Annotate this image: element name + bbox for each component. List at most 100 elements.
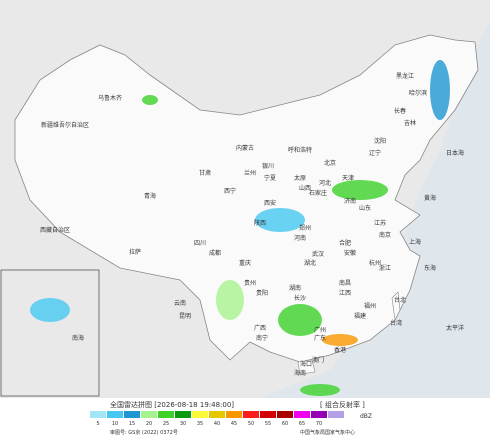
place-label: 太原: [294, 174, 306, 182]
place-label: 杭州: [369, 259, 381, 267]
legend-value: 15: [129, 421, 135, 427]
place-label: 沈阳: [374, 137, 386, 145]
place-label: 合肥: [339, 239, 351, 247]
legend: 全国雷达拼图 [2026-08-18 19:48:00] [ 组合反射率 ] d…: [90, 400, 372, 436]
legend-swatch: [124, 411, 140, 418]
place-label: 哈尔滨: [409, 89, 427, 97]
place-label: 福建: [354, 312, 366, 320]
place-label: 郑州: [299, 224, 311, 232]
place-label: 西安: [264, 199, 276, 207]
place-label: 石家庄: [309, 189, 327, 197]
legend-swatch: [311, 411, 327, 418]
place-label: 海南: [294, 369, 306, 377]
place-label: 南海: [72, 334, 84, 342]
approval: 审图号: GS京 (2022) 0372号: [110, 429, 178, 436]
legend-swatch: [243, 411, 259, 418]
echo: [278, 304, 322, 336]
legend-panel: [0, 398, 490, 439]
place-label: 黑龙江: [396, 72, 414, 80]
legend-swatch: [209, 411, 225, 418]
place-label: 重庆: [239, 259, 251, 267]
place-label: 南京: [379, 231, 391, 239]
echo: [322, 334, 358, 346]
place-label: 广州: [314, 326, 326, 334]
china-outline: [14, 34, 479, 363]
place-label: 太平洋: [446, 324, 464, 332]
islands: [297, 291, 401, 375]
place-label: 南昌: [339, 279, 351, 287]
echo: [300, 384, 340, 396]
place-label: 江西: [339, 290, 351, 297]
place-label: 安徽: [344, 249, 356, 257]
place-label: 青海: [144, 192, 156, 200]
legend-value: 65: [299, 421, 305, 427]
place-label: 陕西: [254, 219, 266, 227]
legend-unit: dBZ: [360, 413, 372, 420]
place-label: 武汉: [312, 250, 324, 258]
radar-echoes: [30, 60, 450, 396]
legend-swatch: [277, 411, 293, 418]
legend-value: 35: [197, 421, 203, 427]
place-label: 东海: [424, 264, 436, 272]
legend-swatch: [175, 411, 191, 418]
place-label: 南宁: [256, 334, 268, 342]
place-label: 乌鲁木齐: [98, 94, 122, 102]
place-label: 拉萨: [129, 248, 141, 256]
legend-swatch: [260, 411, 276, 418]
place-label: 湖北: [304, 259, 316, 267]
legend-value: 55: [265, 421, 271, 427]
place-label: 长春: [394, 107, 406, 115]
place-label: 宁夏: [264, 174, 276, 182]
echo: [332, 180, 388, 200]
legend-swatch: [90, 411, 106, 418]
legend-value: 10: [112, 421, 118, 427]
place-label: 长沙: [294, 294, 306, 302]
place-label: 呼和浩特: [288, 146, 312, 154]
legend-value: 25: [163, 421, 169, 427]
legend-value: 70: [316, 421, 322, 427]
place-label: 上海: [409, 238, 421, 246]
place-label: 湖南: [289, 284, 301, 292]
place-label: 银川: [262, 162, 274, 170]
place-label: 贵州: [244, 279, 256, 287]
place-label: 河南: [294, 234, 306, 242]
place-label: 济南: [344, 197, 356, 205]
south-sea-inset: [0, 269, 100, 397]
legend-title: 全国雷达拼图 [2026-08-18 19:48:00]: [110, 400, 234, 409]
place-label: 广东: [314, 334, 326, 342]
echo: [255, 208, 305, 232]
place-label: 辽宁: [369, 149, 381, 157]
place-label: 成都: [209, 249, 221, 257]
legend-swatch: [226, 411, 242, 418]
place-label: 山西: [299, 184, 311, 192]
place-label: 香港: [334, 346, 346, 354]
legend-value: 60: [282, 421, 288, 427]
place-label: 台北: [394, 296, 406, 304]
place-label: 天津: [342, 175, 354, 182]
echo: [430, 60, 450, 120]
legend-value: 40: [214, 421, 220, 427]
legend-value: 45: [231, 421, 237, 427]
legend-swatch: [107, 411, 123, 418]
place-label: 河北: [319, 179, 331, 187]
place-label: 内蒙古: [236, 144, 254, 152]
place-label: 江苏: [374, 219, 386, 227]
place-label: 四川: [194, 240, 206, 247]
place-label: 北京: [324, 159, 336, 167]
place-label: 贵阳: [256, 289, 268, 297]
place-label: 日本海: [446, 149, 464, 157]
legend-value: 30: [180, 421, 186, 427]
place-label: 云南: [174, 299, 186, 307]
place-label: 西藏自治区: [40, 226, 70, 234]
place-label: 浙江: [379, 264, 391, 272]
echo: [30, 298, 70, 322]
legend-swatch: [192, 411, 208, 418]
place-label: 新疆维吾尔自治区: [41, 121, 89, 129]
place-label: 甘肃: [199, 169, 211, 177]
place-label: 澳门: [312, 356, 324, 364]
legend-product: [ 组合反射率 ]: [320, 400, 365, 409]
echo: [142, 95, 158, 105]
legend-swatch: [158, 411, 174, 418]
